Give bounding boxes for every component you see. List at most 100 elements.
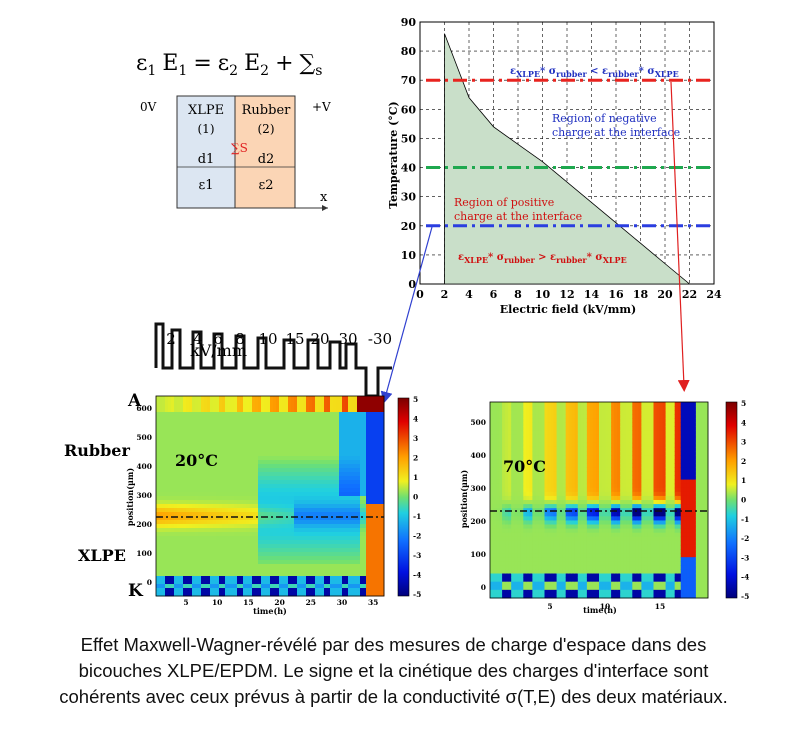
heatmap-cell	[177, 456, 181, 461]
heatmap-cell	[499, 410, 503, 415]
heatmap-cell	[285, 416, 289, 421]
heatmap-cell	[237, 436, 241, 441]
heatmap-cell	[249, 468, 253, 473]
heatmap-cell	[360, 452, 364, 457]
heatmap-cell	[240, 536, 244, 541]
heatmap-cell	[237, 492, 241, 497]
heatmap-cell	[514, 483, 518, 489]
heatmap-cell	[270, 588, 274, 593]
heatmap-cell	[523, 451, 527, 456]
heatmap-cell	[550, 589, 555, 595]
heatmap-cell	[333, 480, 337, 485]
heatmap-cell	[225, 464, 229, 469]
heatmap-cell	[189, 544, 193, 549]
heatmap-cell	[285, 540, 289, 545]
heatmap-cell	[333, 452, 337, 457]
heatmap-cell	[345, 576, 349, 581]
heatmap-cell	[198, 400, 202, 405]
heatmap-cell	[300, 584, 304, 589]
heatmap-cell	[273, 480, 277, 485]
heatmap-cell	[225, 568, 229, 573]
heatmap-cell	[177, 488, 181, 493]
heatmap-cell	[490, 434, 494, 440]
heatmap-cell	[195, 472, 199, 477]
heatmap-cell	[255, 452, 259, 457]
heatmap-cell	[300, 436, 304, 441]
heatmap-cell	[270, 464, 274, 469]
heatmap-cell	[538, 442, 542, 448]
heatmap-cell	[207, 560, 211, 565]
heatmap-cell	[273, 440, 277, 445]
heatmap-cell	[312, 472, 316, 477]
heatmap-cell	[276, 464, 280, 469]
heatmap-cell	[318, 468, 322, 473]
heatmap-cell	[237, 460, 241, 465]
heatmap-cell	[502, 520, 506, 525]
heatmap-cell	[363, 592, 367, 597]
heatmap-cell	[228, 444, 232, 449]
heatmap-cell	[547, 581, 552, 587]
heatmap-cell	[342, 400, 346, 405]
heatmap-cell	[505, 593, 509, 599]
heatmap-cell	[186, 528, 190, 533]
heatmap-cell	[505, 512, 509, 517]
heatmap-cell	[345, 424, 349, 429]
heatmap-cell	[526, 516, 530, 521]
heatmap-cell	[306, 512, 310, 517]
heatmap-cell	[556, 434, 561, 440]
heatmap-cell	[210, 540, 214, 545]
heatmap-cell	[321, 472, 325, 477]
heatmap-cell	[303, 588, 307, 593]
heatmap-cell	[511, 593, 515, 599]
heatmap-cell	[520, 553, 524, 558]
heatmap-cell	[225, 412, 229, 417]
heatmap-cell	[363, 440, 367, 445]
heatmap-cell	[288, 524, 292, 529]
heatmap-cell	[348, 396, 352, 401]
heatmap-cell	[538, 483, 542, 489]
heatmap-cell	[219, 588, 223, 593]
heatmap-cell	[306, 408, 310, 413]
heatmap-cell	[174, 568, 178, 573]
heatmap-cell	[168, 404, 172, 409]
heatmap-cell	[342, 452, 346, 457]
heatmap-cell	[222, 512, 226, 517]
heatmap-cell	[381, 548, 385, 553]
heatmap-cell	[381, 508, 385, 513]
heatmap-cell	[294, 436, 298, 441]
heatmap-cell	[213, 432, 217, 437]
heatmap-cell	[276, 440, 280, 445]
heatmap-cell	[490, 516, 494, 521]
heatmap-cell	[288, 560, 292, 565]
heatmap-cell	[502, 455, 506, 460]
heatmap-cell	[369, 512, 373, 517]
heatmap-cell	[261, 524, 265, 529]
heatmap-cell	[490, 512, 494, 517]
heatmap-cell	[192, 468, 196, 473]
heatmap-cell	[225, 404, 229, 409]
heatmap-cell	[354, 520, 358, 525]
heatmap-cell	[276, 472, 280, 477]
heatmap-cell	[177, 576, 181, 581]
heatmap-cell	[378, 444, 382, 449]
heatmap-cell	[493, 573, 497, 579]
heatmap-cell	[264, 464, 268, 469]
heatmap-cell	[279, 564, 283, 569]
heatmap-cell	[267, 404, 271, 409]
heatmap-cell	[156, 436, 160, 441]
heatmap-cell	[354, 488, 358, 493]
heatmap-cell	[279, 556, 283, 561]
heatmap-cell	[297, 432, 301, 437]
heatmap-cell	[210, 448, 214, 453]
heatmap-cell	[369, 472, 373, 477]
heatmap-cell	[252, 492, 256, 497]
heatmap-cell	[312, 524, 316, 529]
heatmap-cell	[366, 564, 370, 569]
heatmap-cell	[351, 424, 355, 429]
heatmap-cell	[517, 589, 521, 595]
heatmap-cell	[180, 588, 184, 593]
heatmap-cell	[306, 464, 310, 469]
heatmap-cell	[345, 412, 349, 417]
heatmap-cell	[523, 442, 527, 448]
heatmap-cell	[342, 396, 346, 401]
